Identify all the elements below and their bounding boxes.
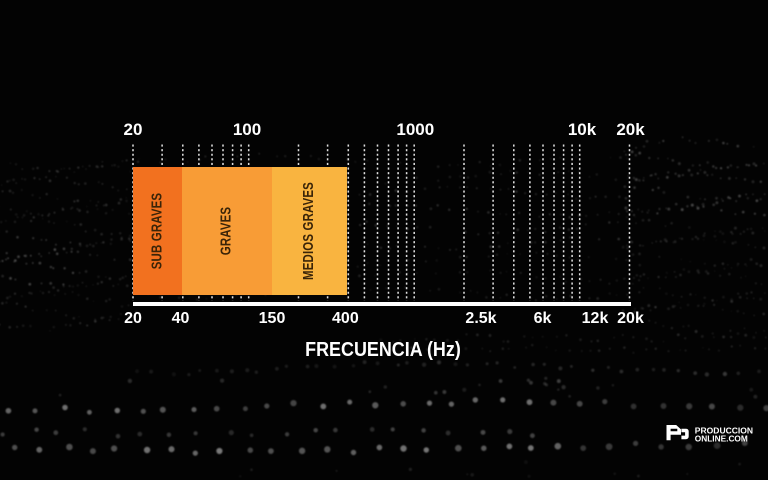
svg-text:PRODUCCION: PRODUCCION xyxy=(695,426,754,435)
svg-text:ONLINE.COM: ONLINE.COM xyxy=(695,435,748,444)
